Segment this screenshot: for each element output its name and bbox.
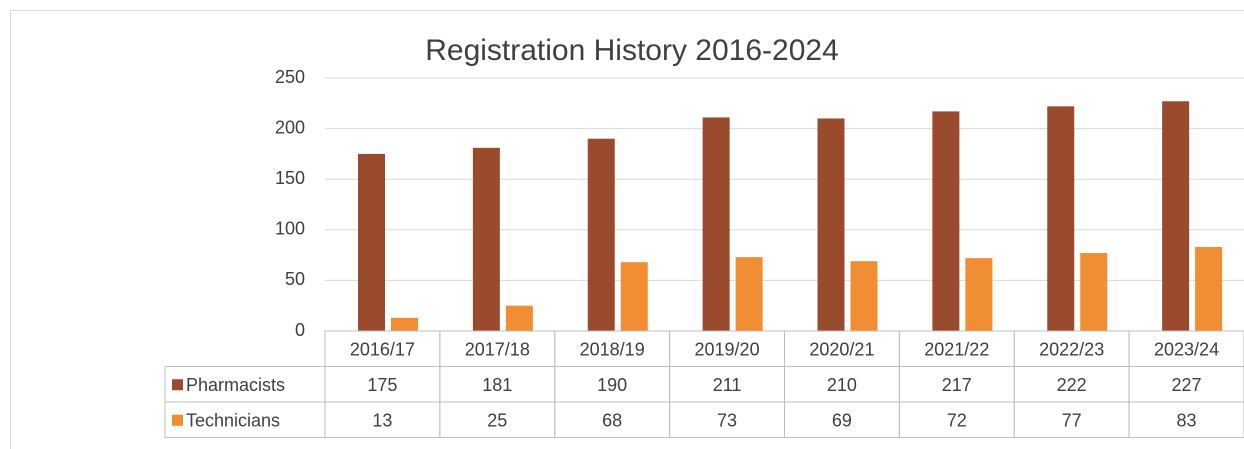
y-tick-label: 250 <box>275 67 305 87</box>
x-tick-label: 2020/21 <box>809 340 874 360</box>
x-tick-label: 2023/24 <box>1154 340 1219 360</box>
table-value: 69 <box>832 411 852 431</box>
bar <box>850 261 878 331</box>
y-tick-label: 50 <box>285 269 305 289</box>
table-value: 77 <box>1062 411 1082 431</box>
x-tick-label: 2018/19 <box>580 340 645 360</box>
table-value: 217 <box>942 375 972 395</box>
table-value: 210 <box>827 375 857 395</box>
bar <box>965 258 993 331</box>
legend-label: Technicians <box>186 411 280 431</box>
legend-label: Pharmacists <box>186 375 285 395</box>
x-tick-label: 2021/22 <box>924 340 989 360</box>
y-tick-label: 0 <box>295 320 305 340</box>
table-value: 181 <box>482 375 512 395</box>
bar <box>1162 101 1190 331</box>
chart-title: Registration History 2016-2024 <box>425 34 839 67</box>
bar <box>1047 106 1075 331</box>
legend-swatch <box>172 414 183 426</box>
y-tick-label: 100 <box>275 219 305 239</box>
bar <box>932 111 960 332</box>
bar <box>817 118 845 331</box>
bar <box>1195 247 1223 331</box>
x-tick-label: 2016/17 <box>350 340 415 360</box>
table-cell <box>164 401 326 438</box>
bar <box>1080 253 1108 331</box>
chart-frame <box>10 10 1244 449</box>
table-value: 73 <box>717 411 737 431</box>
legend-swatch <box>172 379 183 391</box>
table-value: 72 <box>947 411 967 431</box>
table-value: 175 <box>367 375 397 395</box>
bar <box>587 138 615 331</box>
table-value: 211 <box>713 375 742 395</box>
bar <box>358 153 385 331</box>
table-value: 68 <box>602 411 622 431</box>
y-tick-label: 150 <box>275 168 305 188</box>
table-value: 25 <box>487 411 507 431</box>
bar <box>702 117 730 331</box>
table-value: 227 <box>1172 375 1202 395</box>
bar <box>735 257 763 331</box>
table-value: 83 <box>1177 411 1197 431</box>
table-value: 190 <box>597 375 627 395</box>
x-tick-label: 2019/20 <box>695 340 760 360</box>
table-cell <box>1128 401 1244 438</box>
bar <box>391 317 418 331</box>
table-value: 13 <box>372 411 392 431</box>
x-tick-label: 2017/18 <box>465 340 530 360</box>
table-value: 222 <box>1057 375 1087 395</box>
x-tick-label: 2022/23 <box>1039 340 1104 360</box>
bar <box>620 262 648 331</box>
bar <box>472 147 500 331</box>
bar <box>505 305 533 331</box>
y-tick-label: 200 <box>275 117 305 137</box>
